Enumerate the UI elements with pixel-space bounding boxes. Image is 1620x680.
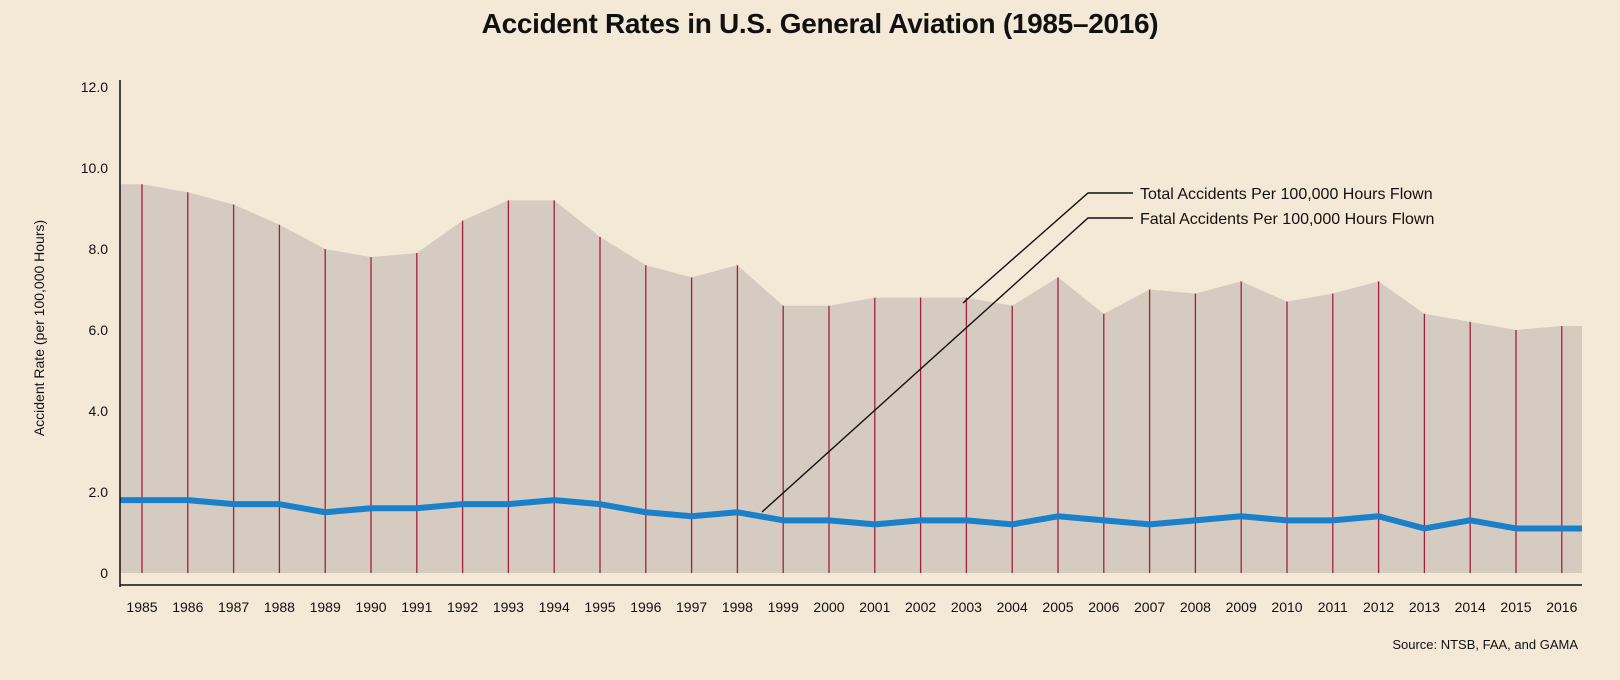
chart-title: Accident Rates in U.S. General Aviation … bbox=[481, 8, 1159, 39]
x-tick-label-1990: 1990 bbox=[355, 599, 386, 615]
fatal-accidents-callout-line bbox=[761, 217, 1133, 513]
total-accidents-callout-line bbox=[962, 192, 1133, 304]
x-tick-label-1986: 1986 bbox=[172, 599, 203, 615]
x-tick-label-2005: 2005 bbox=[1042, 599, 1073, 615]
x-tick-label-2000: 2000 bbox=[813, 599, 844, 615]
x-tick-label-1996: 1996 bbox=[630, 599, 661, 615]
y-tick-label-6.0: 6.0 bbox=[89, 322, 109, 338]
x-tick-label-1985: 1985 bbox=[126, 599, 157, 615]
x-tick-label-1989: 1989 bbox=[310, 599, 341, 615]
total-accidents-area-group bbox=[120, 184, 1582, 573]
x-tick-label-2013: 2013 bbox=[1409, 599, 1440, 615]
source-note: Source: NTSB, FAA, and GAMA bbox=[1392, 637, 1578, 652]
x-tick-label-1997: 1997 bbox=[676, 599, 707, 615]
legend-total-accidents-label: Total Accidents Per 100,000 Hours Flown bbox=[1140, 186, 1433, 203]
x-tick-label-2009: 2009 bbox=[1226, 599, 1257, 615]
x-tick-label-1991: 1991 bbox=[401, 599, 432, 615]
x-tick-label-2003: 2003 bbox=[951, 599, 982, 615]
x-tick-label-2002: 2002 bbox=[905, 599, 936, 615]
y-tick-label-2.0: 2.0 bbox=[89, 484, 109, 500]
fatal-accidents-line-group bbox=[120, 497, 1582, 532]
x-tick-label-2011: 2011 bbox=[1318, 599, 1348, 615]
drop-lines-group bbox=[141, 184, 1563, 573]
x-tick-label-1998: 1998 bbox=[722, 599, 753, 615]
x-tick-label-2016: 2016 bbox=[1546, 599, 1577, 615]
y-tick-label-8.0: 8.0 bbox=[89, 241, 109, 257]
x-tick-label-2001: 2001 bbox=[859, 599, 890, 615]
y-axis-label: Accident Rate (per 100,000 Hours) bbox=[31, 220, 47, 436]
x-tick-label-1988: 1988 bbox=[264, 599, 295, 615]
y-tick-label-10.0: 10.0 bbox=[81, 160, 108, 176]
x-tick-label-2015: 2015 bbox=[1500, 599, 1531, 615]
x-tick-label-2010: 2010 bbox=[1271, 599, 1302, 615]
x-tick-label-1995: 1995 bbox=[584, 599, 615, 615]
x-tick-label-2004: 2004 bbox=[997, 599, 1028, 615]
legend-fatal-accidents-label: Fatal Accidents Per 100,000 Hours Flown bbox=[1140, 211, 1434, 228]
x-tick-label-2007: 2007 bbox=[1134, 599, 1165, 615]
x-tick-label-2012: 2012 bbox=[1363, 599, 1394, 615]
x-tick-label-1992: 1992 bbox=[447, 599, 478, 615]
y-tick-label-0: 0 bbox=[100, 565, 108, 581]
x-tick-label-1993: 1993 bbox=[493, 599, 524, 615]
y-tick-label-12.0: 12.0 bbox=[81, 79, 108, 95]
x-tick-label-2014: 2014 bbox=[1455, 599, 1486, 615]
x-tick-label-2006: 2006 bbox=[1088, 599, 1119, 615]
total-accidents-area bbox=[120, 184, 1582, 573]
x-tick-label-1987: 1987 bbox=[218, 599, 249, 615]
x-tick-label-1999: 1999 bbox=[768, 599, 799, 615]
legend-callouts-group: Total Accidents Per 100,000 Hours Flown F… bbox=[761, 186, 1434, 513]
y-tick-label-4.0: 4.0 bbox=[89, 403, 109, 419]
fatal-accidents-line bbox=[120, 497, 1582, 532]
axes-group: 0 2.0 4.0 6.0 8.0 10.0 12.0 1985 1986 1987 1988 198… bbox=[31, 79, 1582, 615]
x-tick-label-2008: 2008 bbox=[1180, 599, 1211, 615]
x-tick-label-1994: 1994 bbox=[539, 599, 570, 615]
